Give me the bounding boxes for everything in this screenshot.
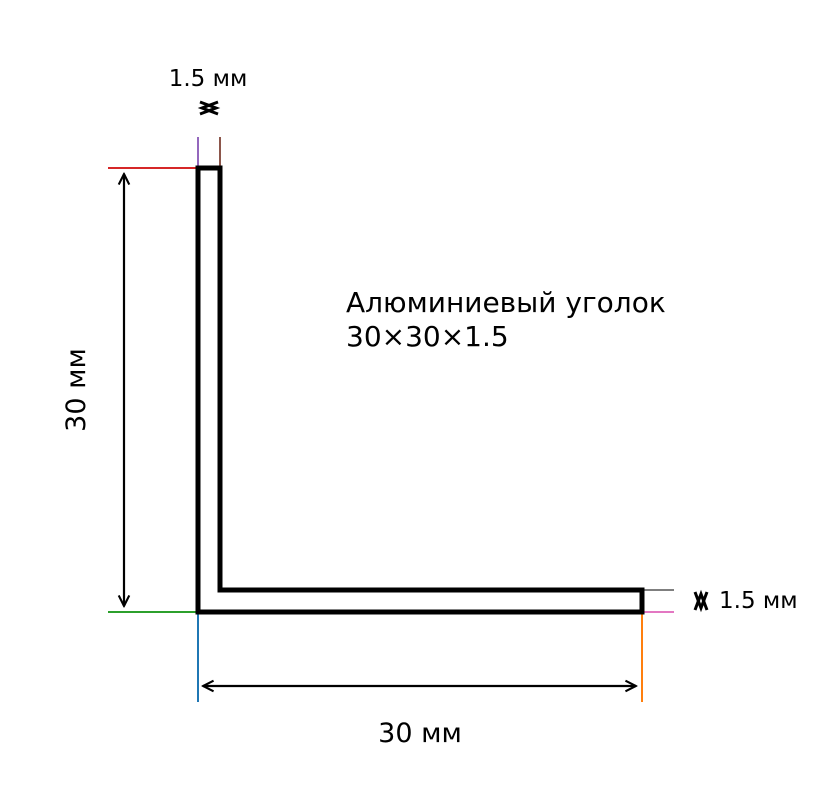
width-label: 30 мм: [378, 718, 462, 749]
right-thickness-arrow: [693, 589, 709, 613]
title-line-2: 30×30×1.5: [346, 320, 509, 353]
title-line-1: Алюминиевый уголок: [346, 286, 666, 319]
right-thickness-label: 1.5 мм: [719, 588, 798, 614]
top-thickness-arrow: [197, 100, 221, 116]
top-thickness-label: 1.5 мм: [169, 66, 248, 92]
angle-profile-outline: [195, 165, 645, 615]
height-label: 30 мм: [61, 348, 92, 432]
